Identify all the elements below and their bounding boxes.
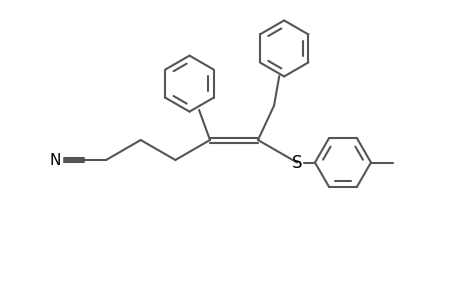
Text: N: N [50,152,61,167]
Text: S: S [291,154,302,172]
